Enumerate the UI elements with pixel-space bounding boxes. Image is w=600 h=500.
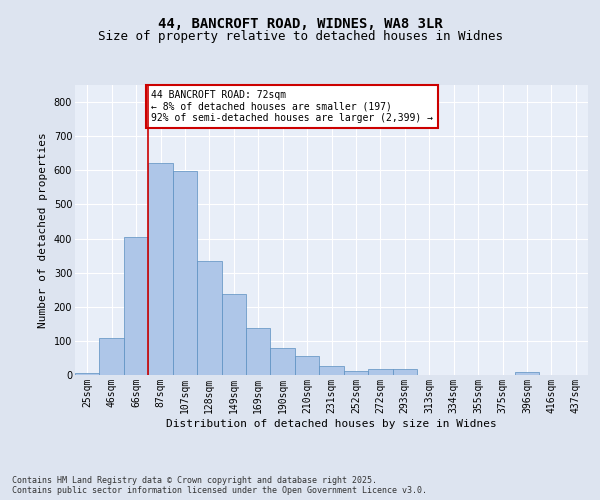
Text: 44 BANCROFT ROAD: 72sqm
← 8% of detached houses are smaller (197)
92% of semi-de: 44 BANCROFT ROAD: 72sqm ← 8% of detached… bbox=[151, 90, 433, 124]
Bar bbox=[319, 366, 344, 375]
Text: 44, BANCROFT ROAD, WIDNES, WA8 3LR: 44, BANCROFT ROAD, WIDNES, WA8 3LR bbox=[158, 18, 442, 32]
Bar bbox=[271, 348, 295, 375]
Bar bbox=[124, 237, 148, 375]
Bar bbox=[221, 294, 246, 375]
Bar bbox=[100, 338, 124, 375]
Bar bbox=[197, 260, 221, 375]
Bar bbox=[368, 369, 392, 375]
Bar bbox=[173, 171, 197, 375]
Text: Contains HM Land Registry data © Crown copyright and database right 2025.
Contai: Contains HM Land Registry data © Crown c… bbox=[12, 476, 427, 495]
Y-axis label: Number of detached properties: Number of detached properties bbox=[38, 132, 48, 328]
Text: Size of property relative to detached houses in Widnes: Size of property relative to detached ho… bbox=[97, 30, 503, 43]
Bar bbox=[344, 371, 368, 375]
X-axis label: Distribution of detached houses by size in Widnes: Distribution of detached houses by size … bbox=[166, 418, 497, 428]
Bar bbox=[515, 372, 539, 375]
Bar bbox=[148, 164, 173, 375]
Bar bbox=[75, 374, 100, 375]
Bar bbox=[295, 356, 319, 375]
Bar bbox=[392, 369, 417, 375]
Bar bbox=[246, 328, 271, 375]
